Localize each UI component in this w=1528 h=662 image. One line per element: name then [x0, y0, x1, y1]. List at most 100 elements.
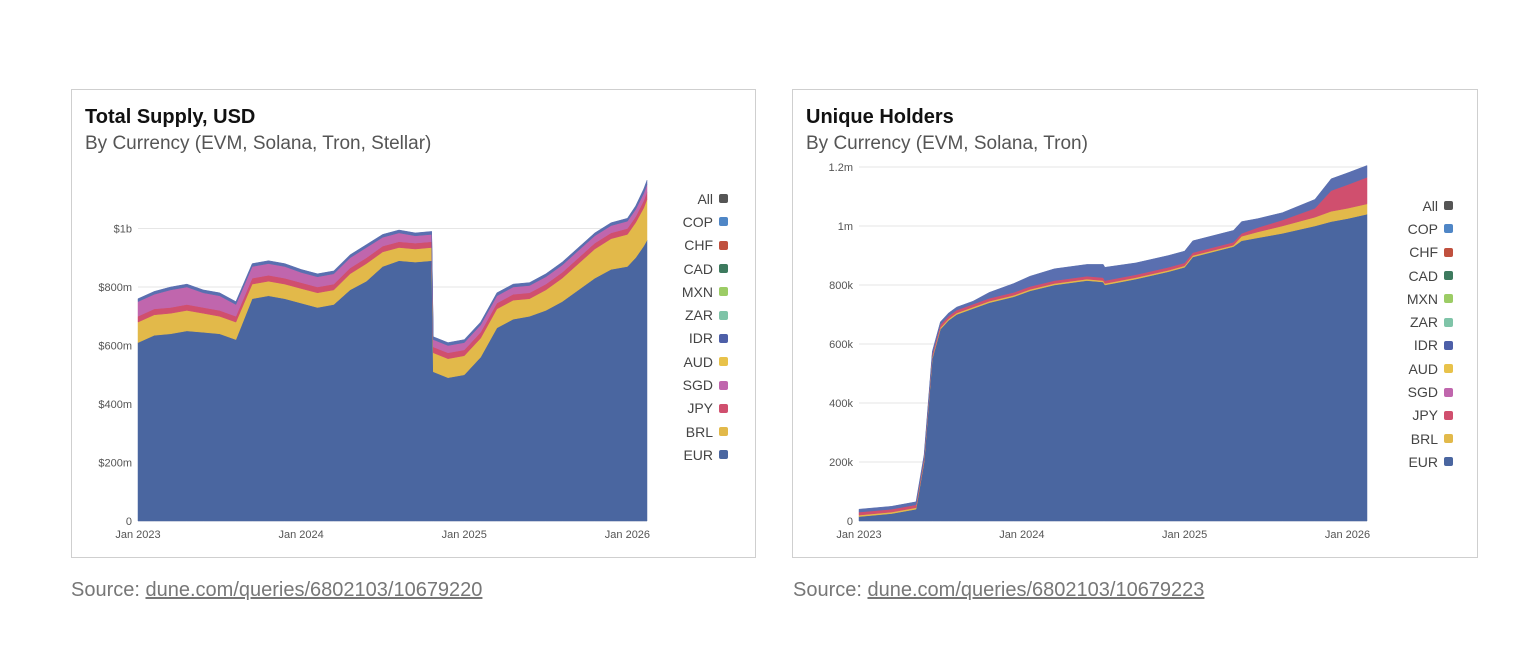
- legend-item-eur[interactable]: EUR: [658, 443, 728, 466]
- y-tick-label: 1.2m: [829, 162, 853, 174]
- x-tick-label: Jan 2025: [1162, 529, 1207, 541]
- legend-swatch: [1444, 247, 1453, 257]
- y-tick-label: $200m: [98, 458, 132, 470]
- legend-swatch: [1444, 434, 1453, 444]
- legend-label: ZAR: [1410, 314, 1438, 331]
- legend-label: ZAR: [685, 307, 713, 324]
- x-tick-label: Jan 2023: [115, 529, 160, 541]
- legend-item-idr[interactable]: IDR: [658, 327, 728, 350]
- x-tick-label: Jan 2026: [605, 529, 650, 541]
- legend-label: EUR: [1408, 453, 1438, 470]
- legend-label: SGD: [682, 377, 713, 394]
- legend-label: BRL: [1410, 430, 1438, 447]
- area-series-eur: [858, 213, 1368, 522]
- source-link[interactable]: dune.com/queries/6802103/10679220: [145, 579, 483, 601]
- y-tick-label: 0: [126, 516, 132, 528]
- legend-swatch: [719, 240, 728, 250]
- chart-title: Unique Holders: [806, 106, 954, 128]
- legend-label: COP: [682, 213, 713, 230]
- legend-item-zar[interactable]: ZAR: [658, 303, 728, 326]
- total-supply-plot: 0 $200m $400m $600m $800m $1b Jan 2023 Jan 2024…: [98, 180, 650, 541]
- legend: All COP CHF CAD MXN ZAR IDR AUD SGD JPY BRL EUR: [658, 187, 728, 467]
- legend-item-jpy[interactable]: JPY: [1383, 404, 1453, 427]
- legend-item-aud[interactable]: AUD: [658, 350, 728, 373]
- legend-label: All: [697, 190, 713, 207]
- legend-swatch: [719, 264, 728, 274]
- y-tick-label: $1b: [114, 224, 132, 236]
- legend-label: AUD: [683, 353, 713, 370]
- legend-label: MXN: [1406, 290, 1438, 307]
- source-note-right: Source: dune.com/queries/6802103/1067922…: [793, 579, 1204, 602]
- legend-swatch: [719, 450, 728, 460]
- legend-item-mxn[interactable]: MXN: [1383, 287, 1453, 310]
- legend-item-cad[interactable]: CAD: [1383, 264, 1453, 287]
- legend-swatch: [719, 403, 728, 413]
- legend-item-brl[interactable]: BRL: [658, 420, 728, 443]
- legend-label: JPY: [1412, 407, 1438, 424]
- y-tick-label: 400k: [829, 398, 853, 410]
- chart-subtitle: By Currency (EVM, Solana, Tron, Stellar): [85, 133, 432, 154]
- source-prefix: Source:: [71, 579, 146, 601]
- legend-item-all[interactable]: All: [1383, 194, 1453, 217]
- legend-label: IDR: [688, 330, 713, 347]
- y-tick-label: 200k: [829, 457, 853, 469]
- legend-label: MXN: [681, 283, 713, 300]
- legend-label: BRL: [685, 423, 713, 440]
- legend: All COP CHF CAD MXN ZAR IDR AUD SGD JPY BRL EUR: [1383, 194, 1453, 474]
- legend-item-aud[interactable]: AUD: [1383, 357, 1453, 380]
- legend-item-eur[interactable]: EUR: [1383, 450, 1453, 473]
- legend-item-brl[interactable]: BRL: [1383, 427, 1453, 450]
- legend-item-zar[interactable]: ZAR: [1383, 310, 1453, 333]
- legend-item-chf[interactable]: CHF: [1383, 241, 1453, 264]
- legend-label: EUR: [683, 446, 713, 463]
- legend-label: SGD: [1407, 384, 1438, 401]
- source-note-left: Source: dune.com/queries/6802103/1067922…: [71, 579, 482, 602]
- legend-label: CAD: [683, 260, 713, 277]
- legend-swatch: [719, 310, 728, 320]
- total-supply-chart-panel: Total Supply, USD By Currency (EVM, Sola…: [71, 89, 756, 558]
- source-link[interactable]: dune.com/queries/6802103/10679223: [867, 579, 1205, 601]
- legend-swatch: [1444, 294, 1453, 304]
- area-series-other: [137, 180, 648, 346]
- legend-item-jpy[interactable]: JPY: [658, 397, 728, 420]
- chart-title: Total Supply, USD: [85, 106, 256, 128]
- source-prefix: Source:: [793, 579, 868, 601]
- x-tick-label: Jan 2024: [999, 529, 1044, 541]
- legend-swatch: [719, 427, 728, 437]
- legend-swatch: [719, 380, 728, 390]
- legend-item-cad[interactable]: CAD: [658, 257, 728, 280]
- area-series-other: [858, 165, 1368, 513]
- legend-item-chf[interactable]: CHF: [658, 234, 728, 257]
- legend-label: CHF: [1409, 244, 1438, 261]
- legend-swatch: [1444, 457, 1453, 467]
- y-tick-label: 0: [847, 516, 853, 528]
- legend-swatch: [719, 357, 728, 367]
- x-tick-label: Jan 2024: [279, 529, 324, 541]
- legend-swatch: [719, 333, 728, 343]
- legend-label: JPY: [687, 400, 713, 417]
- legend-swatch: [719, 287, 728, 297]
- legend-swatch: [1444, 387, 1453, 397]
- legend-item-idr[interactable]: IDR: [1383, 334, 1453, 357]
- y-tick-label: $400m: [98, 399, 132, 411]
- legend-swatch: [719, 217, 728, 227]
- legend-label: COP: [1407, 220, 1438, 237]
- legend-item-all[interactable]: All: [658, 187, 728, 210]
- legend-label: CHF: [684, 237, 713, 254]
- legend-swatch: [1444, 410, 1453, 420]
- chart-subtitle: By Currency (EVM, Solana, Tron): [806, 133, 1088, 154]
- x-tick-label: Jan 2023: [836, 529, 881, 541]
- legend-item-mxn[interactable]: MXN: [658, 280, 728, 303]
- legend-item-sgd[interactable]: SGD: [658, 373, 728, 396]
- legend-swatch: [1444, 271, 1453, 281]
- legend-item-cop[interactable]: COP: [658, 210, 728, 233]
- x-tick-label: Jan 2025: [442, 529, 487, 541]
- y-tick-label: 800k: [829, 280, 853, 292]
- x-tick-label: Jan 2026: [1325, 529, 1370, 541]
- legend-swatch: [1444, 340, 1453, 350]
- legend-item-sgd[interactable]: SGD: [1383, 380, 1453, 403]
- legend-item-cop[interactable]: COP: [1383, 217, 1453, 240]
- unique-holders-chart-panel: Unique Holders By Currency (EVM, Solana,…: [792, 89, 1478, 558]
- legend-swatch: [1444, 364, 1453, 374]
- y-tick-label: $800m: [98, 282, 132, 294]
